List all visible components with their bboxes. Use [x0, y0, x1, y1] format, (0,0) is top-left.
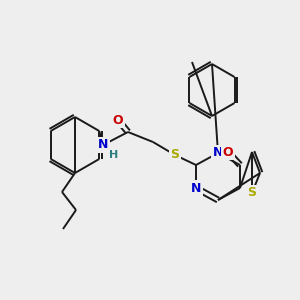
- Text: O: O: [113, 113, 123, 127]
- Text: N: N: [191, 182, 201, 194]
- Text: N: N: [213, 146, 223, 160]
- Text: H: H: [110, 150, 118, 160]
- Text: S: S: [170, 148, 179, 161]
- Text: O: O: [223, 146, 233, 158]
- Text: N: N: [98, 139, 108, 152]
- Text: S: S: [248, 187, 256, 200]
